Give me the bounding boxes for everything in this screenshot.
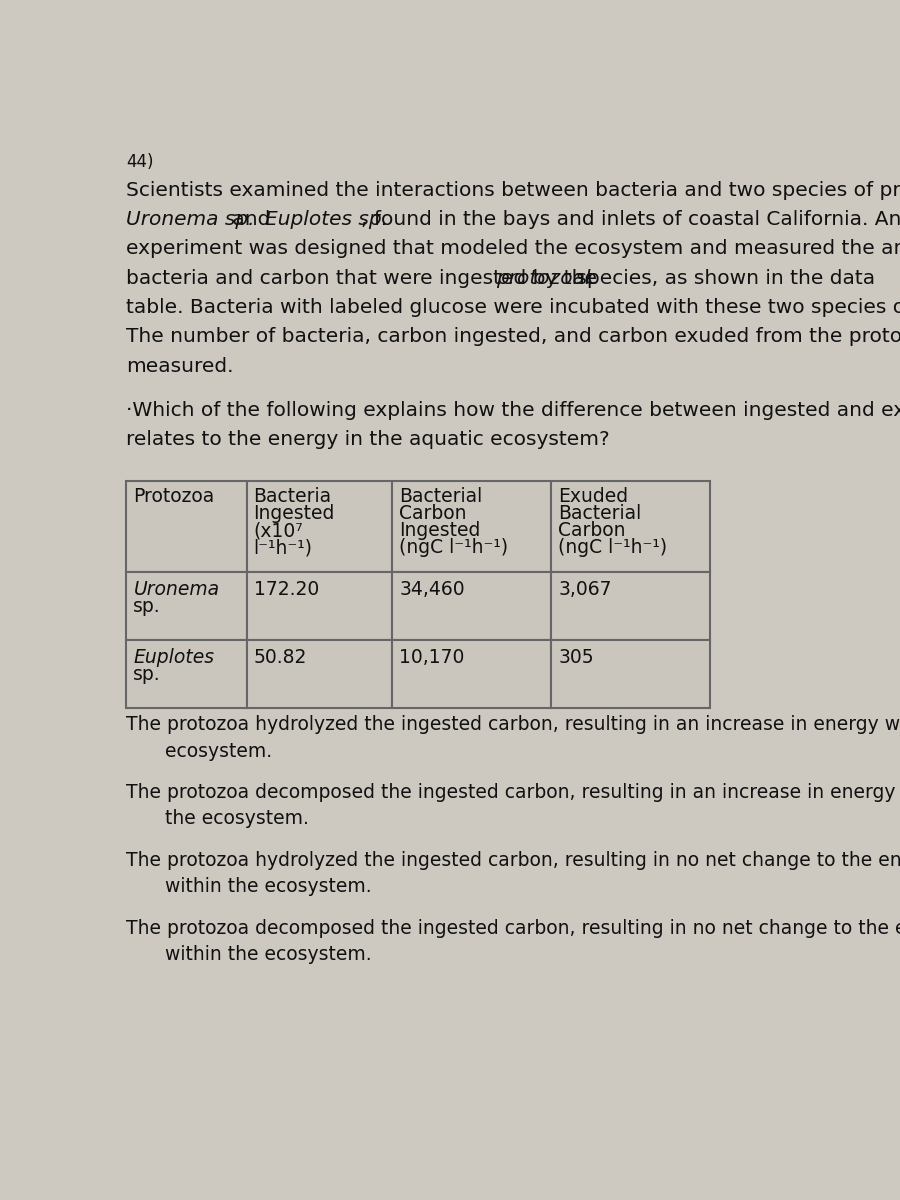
Text: 50.82: 50.82 xyxy=(254,648,307,666)
Text: 34,460: 34,460 xyxy=(400,580,465,599)
Bar xyxy=(126,640,247,708)
Text: species, as shown in the data: species, as shown in the data xyxy=(570,269,875,288)
Text: 172.20: 172.20 xyxy=(254,580,319,599)
Text: Ingested: Ingested xyxy=(400,521,481,540)
Text: sp.: sp. xyxy=(133,665,161,684)
Text: 44): 44) xyxy=(126,154,154,172)
Text: ecosystem.: ecosystem. xyxy=(166,742,273,761)
Text: , found in the bays and inlets of coastal California. An: , found in the bays and inlets of coasta… xyxy=(361,210,900,229)
Text: The number of bacteria, carbon ingested, and carbon exuded from the protozoa wer: The number of bacteria, carbon ingested,… xyxy=(126,328,900,347)
Text: and: and xyxy=(226,210,277,229)
Text: ·Which of the following explains how the difference between ingested and exuded : ·Which of the following explains how the… xyxy=(126,401,900,420)
Text: within the ecosystem.: within the ecosystem. xyxy=(166,944,372,964)
Text: protozoal: protozoal xyxy=(497,269,591,288)
Text: within the ecosystem.: within the ecosystem. xyxy=(166,877,372,896)
Text: The protozoa decomposed the ingested carbon, resulting in an increase in energy : The protozoa decomposed the ingested car… xyxy=(126,784,900,802)
Text: (ngC l⁻¹h⁻¹): (ngC l⁻¹h⁻¹) xyxy=(558,539,667,557)
Bar xyxy=(247,640,392,708)
Bar xyxy=(126,572,247,640)
Text: Bacterial: Bacterial xyxy=(558,504,642,523)
Text: The protozoa hydrolyzed the ingested carbon, resulting in no net change to the e: The protozoa hydrolyzed the ingested car… xyxy=(126,851,900,870)
Bar xyxy=(247,481,392,572)
Text: Euplotes sp.: Euplotes sp. xyxy=(266,210,389,229)
Bar xyxy=(392,481,551,572)
Bar xyxy=(551,481,710,572)
Text: Bacterial: Bacterial xyxy=(400,487,482,506)
Text: Protozoa: Protozoa xyxy=(133,487,215,506)
Text: Uronema sp.: Uronema sp. xyxy=(126,210,255,229)
Text: measured.: measured. xyxy=(126,356,234,376)
Bar xyxy=(551,572,710,640)
Text: 305: 305 xyxy=(558,648,594,666)
Text: (x10⁷: (x10⁷ xyxy=(254,521,303,540)
Text: 10,170: 10,170 xyxy=(400,648,464,666)
Text: l⁻¹h⁻¹): l⁻¹h⁻¹) xyxy=(254,539,312,557)
Text: (ngC l⁻¹h⁻¹): (ngC l⁻¹h⁻¹) xyxy=(400,539,508,557)
Bar xyxy=(551,640,710,708)
Text: sp.: sp. xyxy=(133,596,161,616)
Text: Exuded: Exuded xyxy=(558,487,628,506)
Text: The protozoa hydrolyzed the ingested carbon, resulting in an increase in energy : The protozoa hydrolyzed the ingested car… xyxy=(126,715,900,734)
Text: Carbon: Carbon xyxy=(400,504,467,523)
Bar xyxy=(392,640,551,708)
Text: the ecosystem.: the ecosystem. xyxy=(166,809,309,828)
Bar xyxy=(247,572,392,640)
Bar xyxy=(392,572,551,640)
Text: 3,067: 3,067 xyxy=(558,580,612,599)
Text: table. Bacteria with labeled glucose were incubated with these two species of pr: table. Bacteria with labeled glucose wer… xyxy=(126,298,900,317)
Text: Uronema: Uronema xyxy=(133,580,220,599)
Text: bacteria and carbon that were ingested by the: bacteria and carbon that were ingested b… xyxy=(126,269,604,288)
Text: Ingested: Ingested xyxy=(254,504,335,523)
Bar xyxy=(126,481,247,572)
Text: The protozoa decomposed the ingested carbon, resulting in no net change to the e: The protozoa decomposed the ingested car… xyxy=(126,919,900,937)
Text: Carbon: Carbon xyxy=(558,521,626,540)
Text: Euplotes: Euplotes xyxy=(133,648,214,666)
Text: relates to the energy in the aquatic ecosystem?: relates to the energy in the aquatic eco… xyxy=(126,431,610,450)
Text: Scientists examined the interactions between bacteria and two species of protozo: Scientists examined the interactions bet… xyxy=(126,181,900,200)
Text: experiment was designed that modeled the ecosystem and measured the amount of: experiment was designed that modeled the… xyxy=(126,240,900,258)
Text: Bacteria: Bacteria xyxy=(254,487,332,506)
